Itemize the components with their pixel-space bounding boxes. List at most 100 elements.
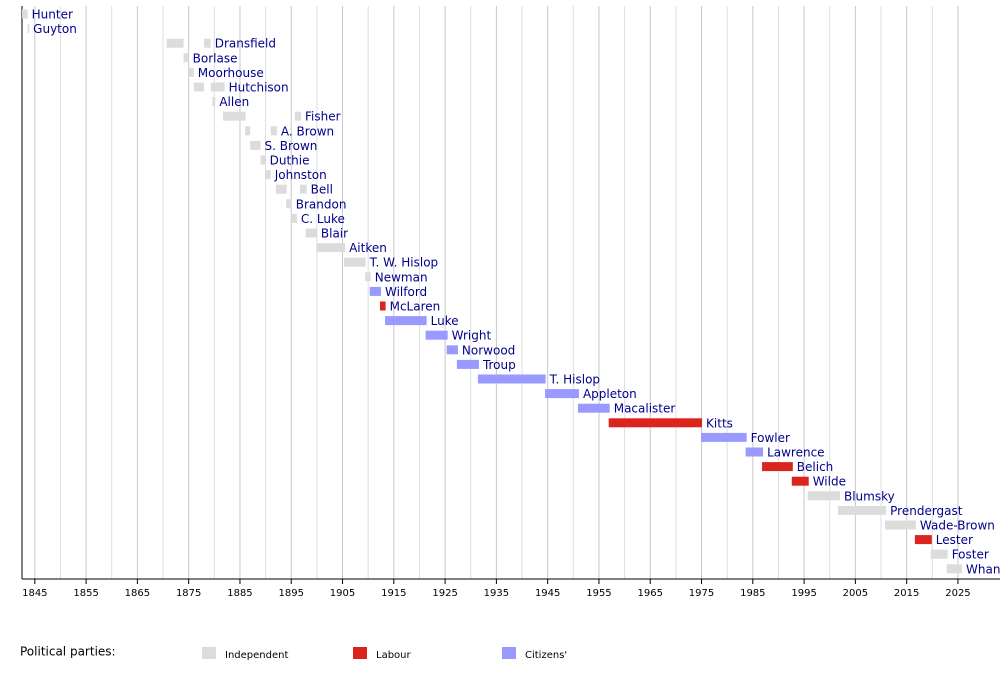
- mayor-label: Lawrence: [767, 446, 825, 460]
- mayor-label: A. Brown: [281, 124, 334, 138]
- term-bar: [807, 491, 840, 501]
- mayor-label: T. Hislop: [549, 373, 600, 387]
- term-bar: [286, 199, 292, 209]
- term-bar: [270, 126, 277, 136]
- x-tick-label: 2025: [945, 588, 970, 599]
- x-tick-label: 1865: [125, 588, 150, 599]
- mayor-label: Aitken: [349, 241, 387, 255]
- term-bar: [245, 126, 251, 136]
- mayor-label: Fowler: [751, 431, 790, 445]
- term-bar: [791, 476, 809, 486]
- mayor-label: Dransfield: [215, 37, 276, 51]
- mayor-label: Kitts: [706, 416, 733, 430]
- x-tick-label: 1985: [740, 588, 765, 599]
- x-tick-label: 1915: [381, 588, 406, 599]
- term-bar: [299, 184, 307, 194]
- term-bar: [365, 272, 371, 282]
- x-tick-label: 1895: [279, 588, 304, 599]
- x-tick-label: 1935: [484, 588, 509, 599]
- mayor-label: Bell: [311, 183, 333, 197]
- term-bar: [946, 564, 963, 574]
- term-bar: [265, 170, 271, 180]
- mayor-label: Wright: [452, 329, 492, 343]
- legend-swatch: [202, 647, 216, 659]
- term-bar: [608, 418, 703, 428]
- term-bar: [577, 403, 610, 413]
- mayor-label: Troup: [482, 358, 516, 372]
- mayor-label: Hutchison: [229, 81, 289, 95]
- term-bar: [291, 213, 297, 223]
- term-bar: [260, 155, 266, 165]
- term-bar: [275, 184, 287, 194]
- mayor-label: Luke: [431, 314, 459, 328]
- mayor-label: Guyton: [33, 22, 77, 36]
- mayor-label: Wilford: [385, 285, 427, 299]
- mayor-label: C. Luke: [301, 212, 345, 226]
- mayor-label: Brandon: [296, 197, 347, 211]
- term-bar: [183, 53, 189, 63]
- legend-swatch: [502, 647, 516, 659]
- mayor-label: Belich: [797, 460, 834, 474]
- mayor-label: Newman: [375, 270, 428, 284]
- term-bar: [477, 374, 546, 384]
- x-tick-label: 1925: [432, 588, 457, 599]
- legend-title: Political parties:: [20, 645, 116, 659]
- term-bar: [837, 505, 887, 515]
- term-bar: [885, 520, 916, 530]
- term-bar: [762, 462, 793, 472]
- term-bar: [204, 38, 211, 48]
- term-bar: [22, 9, 28, 19]
- mayor-label: Prendergast: [890, 504, 963, 518]
- mayor-label: Blair: [321, 227, 348, 241]
- x-tick-label: 1955: [586, 588, 611, 599]
- term-bar: [294, 111, 301, 121]
- term-bar: [193, 82, 205, 92]
- legend-label: Citizens': [525, 650, 567, 661]
- legend-swatch: [353, 647, 367, 659]
- term-bar: [701, 432, 747, 442]
- x-tick-label: 2005: [843, 588, 868, 599]
- mayor-label: Johnston: [274, 168, 327, 182]
- mayor-label: Macalister: [614, 402, 676, 416]
- term-bar: [250, 140, 261, 150]
- mayor-label: Wilde: [813, 475, 846, 489]
- term-bar: [166, 38, 184, 48]
- mayor-label: Wade-Brown: [920, 519, 995, 533]
- x-tick-label: 1855: [73, 588, 98, 599]
- mayor-label: Foster: [952, 548, 989, 562]
- term-bar: [379, 301, 386, 311]
- term-bar: [223, 111, 246, 121]
- mayor-label: Whanau: [966, 562, 1000, 576]
- mayor-label: Blumsky: [844, 489, 895, 503]
- legend-label: Labour: [376, 650, 412, 661]
- x-tick-label: 1995: [791, 588, 816, 599]
- term-bar: [930, 549, 948, 559]
- term-bar: [305, 228, 317, 238]
- mayor-label: Hunter: [32, 8, 73, 22]
- term-bar: [745, 447, 764, 457]
- mayor-label: Borlase: [193, 51, 238, 65]
- mayor-label: T. W. Hislop: [369, 256, 439, 270]
- term-bar: [210, 82, 225, 92]
- term-bar: [188, 67, 194, 77]
- mayor-label: Fisher: [305, 110, 341, 124]
- x-tick-label: 1965: [638, 588, 663, 599]
- term-bar: [914, 535, 932, 545]
- mayor-label: McLaren: [390, 300, 441, 314]
- x-tick-label: 1885: [227, 588, 252, 599]
- term-bar: [369, 286, 381, 296]
- mayor-label: Norwood: [462, 343, 515, 357]
- term-bar: [425, 330, 448, 340]
- x-tick-label: 1905: [330, 588, 355, 599]
- mayor-label: Allen: [219, 95, 249, 109]
- term-bar: [27, 24, 30, 34]
- term-bar: [212, 97, 216, 107]
- x-tick-label: 1845: [22, 588, 47, 599]
- term-bar: [446, 345, 458, 355]
- mayor-label: Duthie: [270, 154, 310, 168]
- x-tick-label: 1875: [176, 588, 201, 599]
- term-bar: [545, 389, 579, 399]
- mayor-label: Appleton: [583, 387, 637, 401]
